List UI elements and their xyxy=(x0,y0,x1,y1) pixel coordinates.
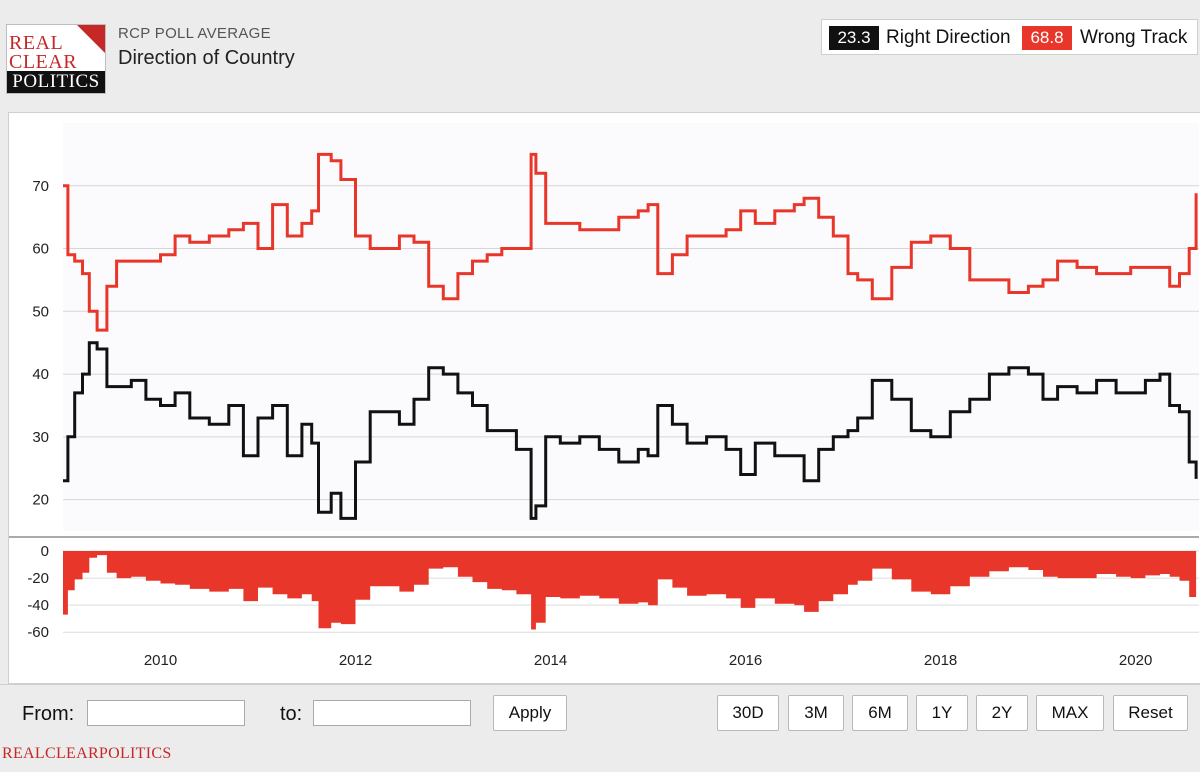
from-label: From: xyxy=(22,703,75,725)
series-line-wrong-track xyxy=(63,152,1198,332)
spread-tick-label-0: 0 xyxy=(41,543,49,560)
x-tick-label-2014: 2014 xyxy=(534,652,567,669)
header: REAL CLEAR POLITICS RCP POLL AVERAGE Dir… xyxy=(0,0,1200,104)
spread-tick-label--60: -60 xyxy=(27,624,49,641)
rcp-logo[interactable]: REAL CLEAR POLITICS xyxy=(6,24,106,94)
x-tick-label-2012: 2012 xyxy=(339,652,372,669)
range-3m-button[interactable]: 3M xyxy=(788,695,844,731)
range-30d-button[interactable]: 30D xyxy=(717,695,779,731)
date-controls: From: to: Apply 30D 3M 6M 1Y 2Y MAX Rese… xyxy=(0,684,1200,741)
footer: REALCLEARPOLITICS xyxy=(0,742,1200,772)
range-max-button[interactable]: MAX xyxy=(1036,695,1104,731)
to-date-input[interactable] xyxy=(313,700,471,726)
apply-button[interactable]: Apply xyxy=(493,695,567,731)
from-date-input[interactable] xyxy=(87,700,245,726)
logo-line-1: REAL xyxy=(9,32,64,54)
legend-wrong-value: 68.8 xyxy=(1022,26,1072,50)
y-tick-label-60: 60 xyxy=(32,241,49,258)
y-tick-label-30: 30 xyxy=(32,429,49,446)
chart-area[interactable]: 20 30 40 50 60 70 0 -20 -40 -60 2010 2012 2014 2016 20… xyxy=(8,112,1200,684)
logo-flag-icon xyxy=(77,25,105,53)
chart-title: Direction of Country xyxy=(118,47,295,69)
y-tick-label-40: 40 xyxy=(32,366,49,383)
range-6m-button[interactable]: 6M xyxy=(852,695,908,731)
chart-svg[interactable]: 20 30 40 50 60 70 0 -20 -40 -60 2010 2012 2014 2016 20… xyxy=(9,113,1199,681)
plot-background xyxy=(63,123,1199,531)
y-tick-label-50: 50 xyxy=(32,303,49,320)
x-tick-label-2018: 2018 xyxy=(924,652,957,669)
spread-tick-label--20: -20 xyxy=(27,570,49,587)
logo-line-3: POLITICS xyxy=(7,71,105,93)
series-line-right-direction xyxy=(63,341,1198,520)
legend-right-label: Right Direction xyxy=(886,27,1011,48)
x-tick-label-2010: 2010 xyxy=(144,652,177,669)
spread-tick-label--40: -40 xyxy=(27,597,49,614)
legend: 23.3 Right Direction 68.8 Wrong Track xyxy=(821,19,1198,55)
legend-wrong-label: Wrong Track xyxy=(1080,27,1188,48)
range-1y-button[interactable]: 1Y xyxy=(916,695,968,731)
logo-line-2: CLEAR xyxy=(9,51,78,73)
y-tick-label-20: 20 xyxy=(32,492,49,509)
footer-brand[interactable]: REALCLEARPOLITICS xyxy=(2,745,172,762)
reset-button[interactable]: Reset xyxy=(1113,695,1188,731)
x-tick-label-2016: 2016 xyxy=(729,652,762,669)
spread-area xyxy=(63,551,1197,630)
x-tick-label-2020: 2020 xyxy=(1119,652,1152,669)
range-2y-button[interactable]: 2Y xyxy=(976,695,1028,731)
legend-right-value: 23.3 xyxy=(829,26,879,50)
chart-kicker: RCP POLL AVERAGE xyxy=(118,25,271,42)
y-tick-label-70: 70 xyxy=(32,178,49,195)
to-label: to: xyxy=(280,703,303,725)
